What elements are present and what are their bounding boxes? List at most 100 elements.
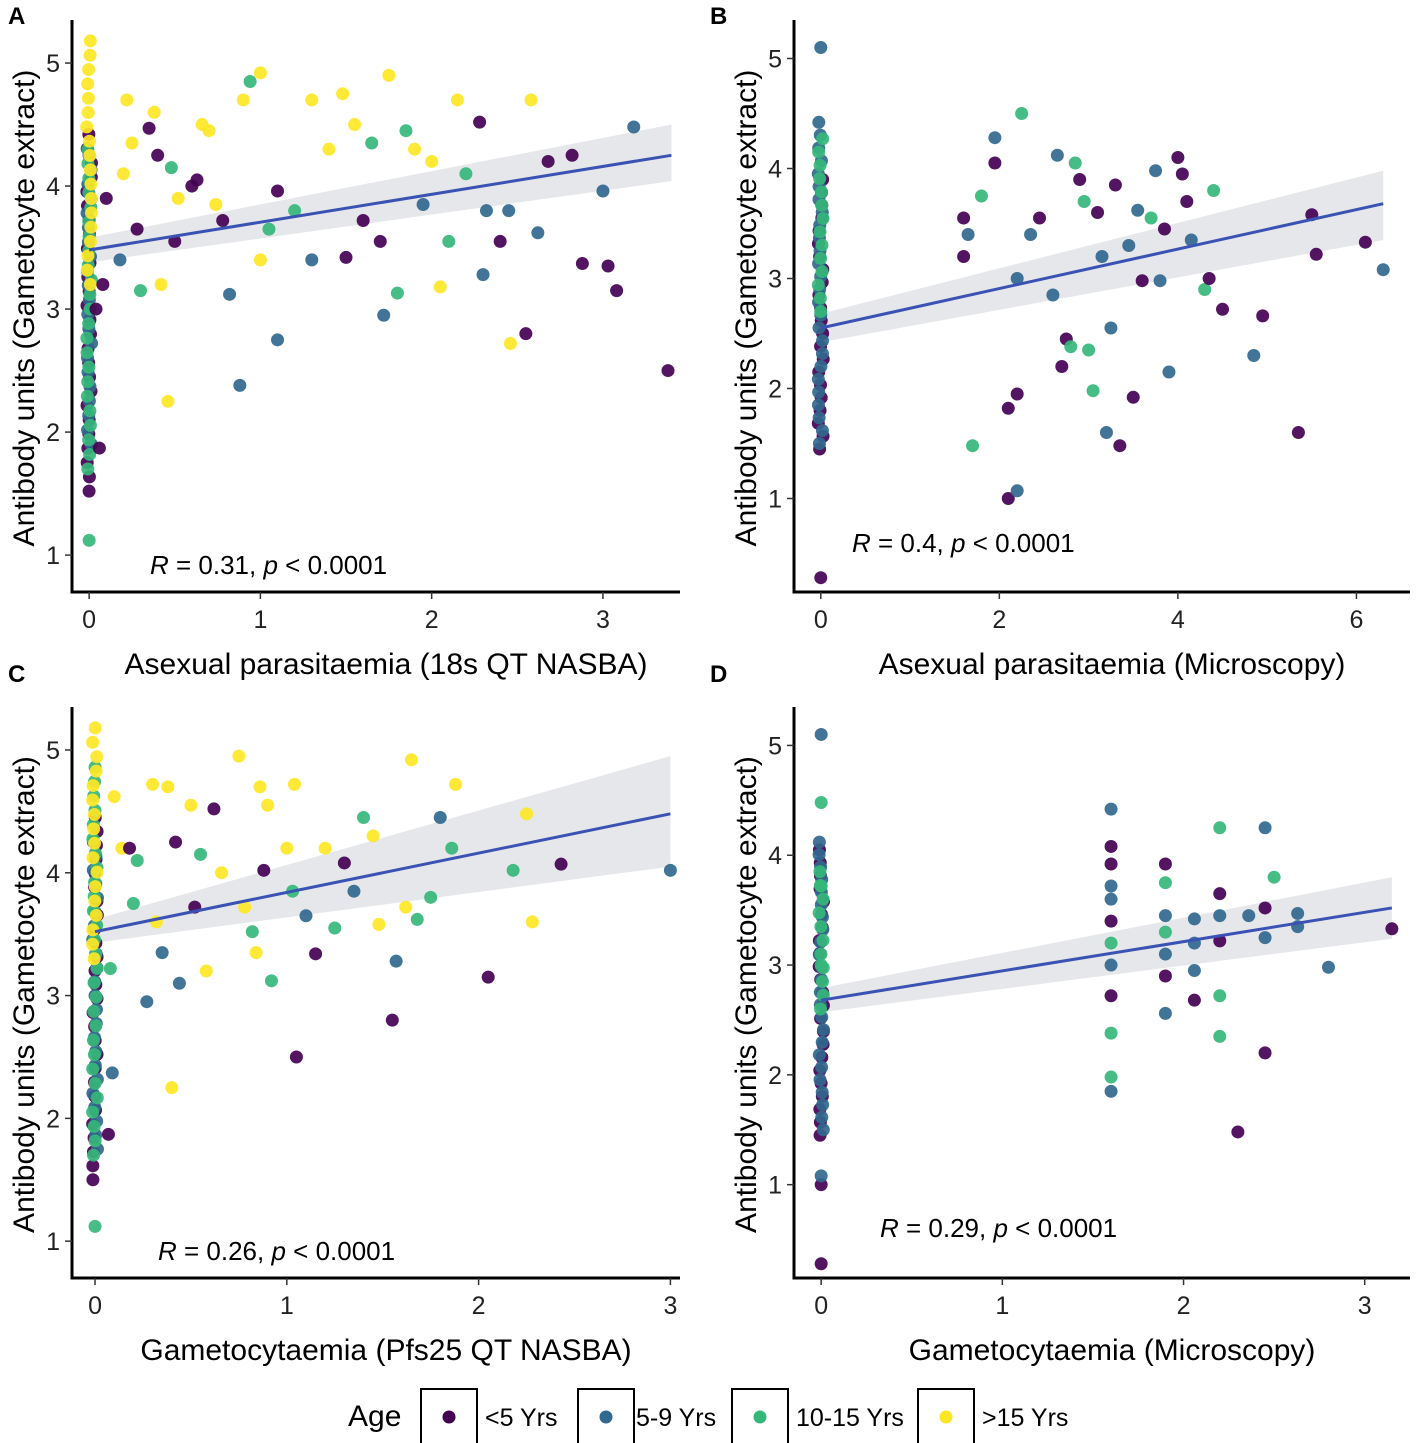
data-point: [812, 848, 826, 862]
data-point: [410, 912, 424, 926]
x-tick-label: 3: [1358, 1292, 1372, 1320]
data-point: [481, 970, 495, 984]
data-point: [86, 851, 100, 865]
data-point: [194, 847, 208, 861]
data-point: [287, 777, 301, 791]
y-tick-label: 2: [768, 376, 782, 404]
data-point: [1010, 484, 1024, 498]
data-point: [207, 802, 221, 816]
y-tick-label: 4: [46, 860, 60, 888]
data-point: [814, 796, 828, 810]
legend-swatch: [442, 1410, 456, 1424]
data-point: [339, 250, 353, 264]
data-point: [575, 257, 589, 271]
data-point: [816, 1098, 830, 1112]
x-tick-label: 1: [280, 1292, 294, 1320]
confidence-band: [89, 124, 672, 263]
regression-line: [820, 906, 1393, 1002]
data-point: [1162, 365, 1176, 379]
data-point: [812, 115, 826, 129]
data-point: [1033, 211, 1047, 225]
data-point: [151, 148, 165, 162]
data-point: [1216, 302, 1230, 316]
data-point: [988, 156, 1002, 170]
data-point: [812, 145, 826, 159]
data-point: [92, 441, 106, 455]
data-point: [80, 389, 94, 403]
data-point: [373, 234, 387, 248]
data-point: [813, 158, 827, 172]
data-point: [81, 462, 95, 476]
data-point: [812, 1048, 826, 1062]
data-point: [814, 727, 828, 741]
data-point: [1077, 195, 1091, 208]
data-point: [84, 220, 98, 234]
data-point: [87, 807, 101, 821]
correlation-annotation: R = 0.26, p < 0.0001: [158, 1236, 395, 1266]
data-point: [459, 167, 473, 181]
data-point: [80, 346, 94, 360]
data-point: [433, 280, 447, 294]
y-tick-label: 1: [768, 486, 782, 514]
data-point: [101, 1127, 115, 1141]
data-point: [502, 204, 516, 218]
data-point: [814, 920, 828, 934]
data-point: [86, 1105, 100, 1119]
data-point: [814, 1002, 828, 1016]
data-point: [216, 214, 230, 228]
data-point: [305, 253, 319, 267]
data-point: [82, 533, 96, 547]
data-point: [249, 946, 263, 960]
data-point: [1187, 993, 1201, 1007]
data-point: [83, 34, 97, 48]
data-point: [1385, 922, 1399, 936]
y-tick-label: 3: [46, 296, 60, 324]
data-point: [1104, 1070, 1118, 1084]
data-point: [1055, 360, 1069, 373]
data-point: [105, 1066, 119, 1080]
data-point: [116, 167, 130, 181]
data-point: [88, 836, 102, 850]
data-point: [812, 437, 826, 450]
data-point: [299, 909, 313, 923]
data-point: [1258, 821, 1272, 835]
data-point: [1104, 914, 1118, 928]
legend-label: 5-9 Yrs: [636, 1404, 716, 1432]
data-point: [271, 333, 285, 347]
data-point: [1046, 288, 1060, 302]
data-point: [81, 249, 95, 263]
data-point: [82, 317, 96, 331]
y-tick-label: 5: [46, 737, 60, 765]
data-point: [1213, 821, 1227, 835]
data-point: [424, 890, 438, 904]
data-point: [253, 66, 267, 80]
data-point: [814, 251, 828, 265]
data-point: [87, 952, 101, 966]
data-point: [1213, 989, 1227, 1003]
data-point: [1180, 195, 1194, 208]
data-point: [232, 749, 246, 763]
data-point: [89, 908, 103, 922]
data-point: [169, 835, 183, 849]
data-point: [966, 439, 980, 453]
data-point: [96, 277, 110, 291]
data-point: [503, 337, 517, 351]
data-point: [233, 378, 247, 392]
data-point: [974, 189, 988, 203]
data-point: [1122, 239, 1136, 252]
data-point: [113, 253, 127, 267]
data-point: [506, 863, 520, 877]
data-point: [147, 105, 161, 119]
legend-key: [577, 1388, 635, 1443]
data-point: [661, 364, 675, 378]
data-point: [88, 1134, 102, 1148]
data-point: [86, 923, 100, 937]
data-point: [1213, 887, 1227, 901]
data-point: [1187, 964, 1201, 978]
y-axis-title: Antibody units (Gametocyte extract): [8, 756, 41, 1233]
data-point: [245, 925, 259, 939]
data-point: [554, 857, 568, 871]
legend-title: Age: [348, 1400, 401, 1433]
data-point: [84, 177, 98, 191]
y-tick-label: 1: [46, 1228, 60, 1256]
